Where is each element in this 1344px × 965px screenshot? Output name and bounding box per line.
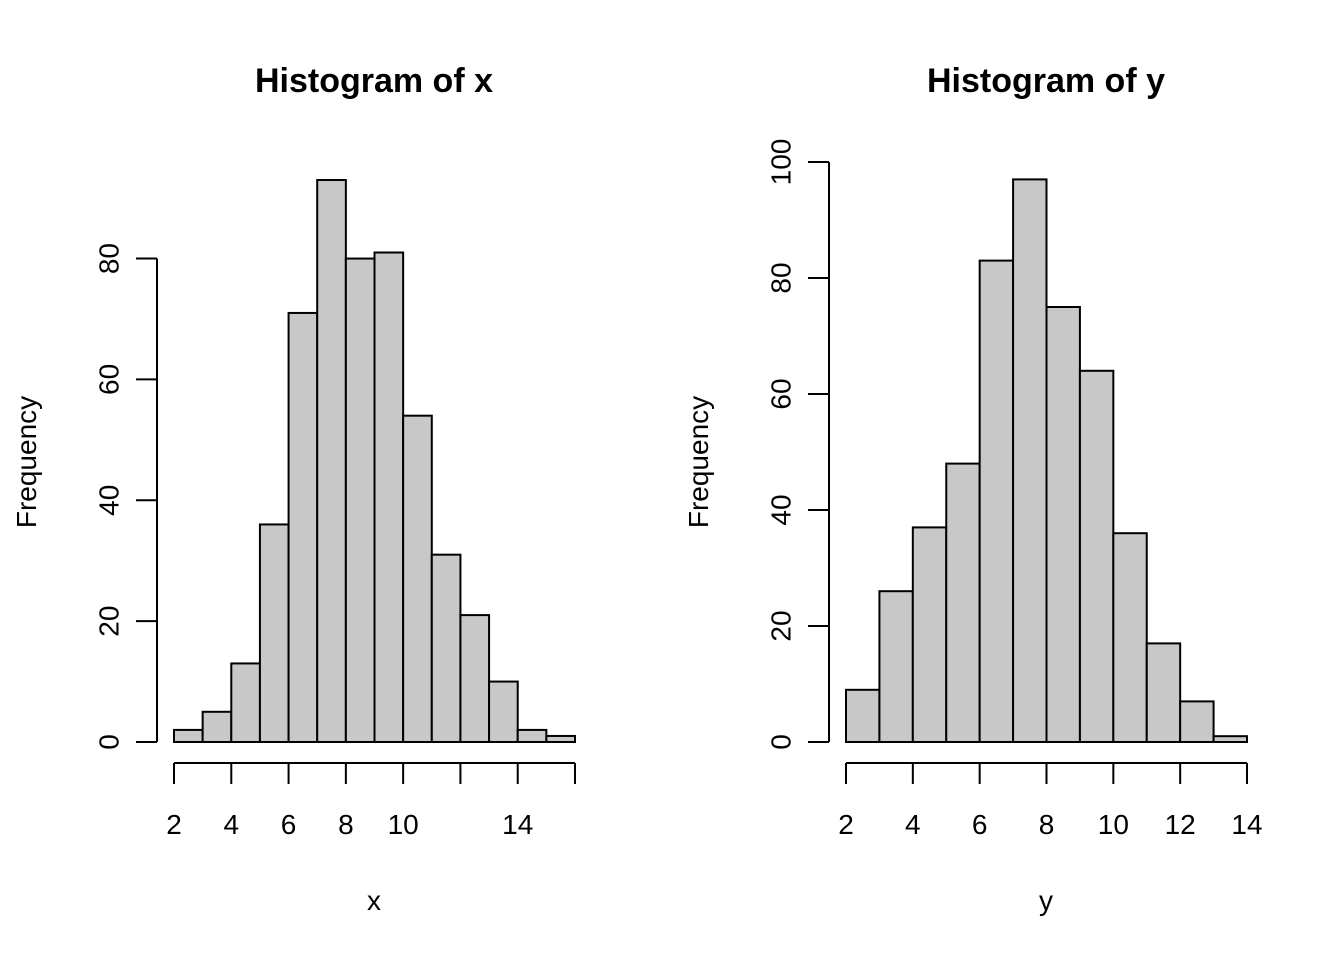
y-tick-label: 80 xyxy=(93,243,124,274)
y-tick-label: 60 xyxy=(765,378,796,409)
histogram-bar xyxy=(945,462,981,743)
histogram-bar xyxy=(1212,735,1249,744)
histogram-bar xyxy=(1112,532,1148,744)
histogram-bar xyxy=(373,251,405,743)
x-tick-label: 4 xyxy=(223,809,239,840)
y-tick-label: 60 xyxy=(93,364,124,395)
histogram-bar xyxy=(173,728,204,744)
x-tick-label: 10 xyxy=(1098,809,1129,840)
y-tick-label: 20 xyxy=(93,606,124,637)
y-axis: 0 20 40 60 80 100 xyxy=(765,139,830,750)
x-tick-label: 10 xyxy=(388,809,419,840)
x-tick-label: 2 xyxy=(838,809,854,840)
x-tick-label: 2 xyxy=(166,809,182,840)
histogram-bar xyxy=(1078,369,1115,743)
x-tick-label: 12 xyxy=(1165,809,1196,840)
x-tick-label: 14 xyxy=(502,809,533,840)
histogram-bar xyxy=(1012,178,1048,743)
histogram-bar xyxy=(402,414,433,743)
x-tick-label: 8 xyxy=(338,809,354,840)
x-tick-label: 4 xyxy=(905,809,921,840)
bar-group xyxy=(173,179,576,744)
chart-title: Histogram of x xyxy=(255,62,493,100)
histogram-bar xyxy=(488,680,519,743)
x-tick-label: 6 xyxy=(972,809,988,840)
x-axis: 2 4 6 8 10 14 xyxy=(166,762,576,840)
histogram-bar xyxy=(430,553,462,744)
y-tick-label: 0 xyxy=(765,734,796,750)
y-axis: 0 20 40 60 80 xyxy=(93,243,158,750)
histogram-bar xyxy=(459,614,491,744)
y-tick-label: 20 xyxy=(765,610,796,641)
y-tick-label: 0 xyxy=(93,734,124,750)
histogram-bar xyxy=(316,179,347,743)
histogram-bar xyxy=(516,728,548,744)
y-tick-label: 80 xyxy=(765,262,796,293)
histogram-bar xyxy=(258,523,290,743)
y-axis-title: Frequency xyxy=(683,396,714,528)
histogram-bar xyxy=(878,590,914,744)
x-tick-label: 8 xyxy=(1039,809,1055,840)
x-axis-title: x xyxy=(367,885,381,916)
y-tick-label: 40 xyxy=(765,494,796,525)
x-tick-label: 6 xyxy=(281,809,297,840)
histogram-x-panel: Histogram of x x Frequency 2 4 6 8 10 14 0 20 4… xyxy=(11,62,576,916)
histogram-y-panel: Histogram of y y Frequency 2 4 6 8 10 12 14 0 2… xyxy=(683,62,1263,916)
histogram-bar xyxy=(1045,306,1081,743)
y-tick-label: 100 xyxy=(765,139,796,186)
y-axis-title: Frequency xyxy=(11,396,42,528)
y-tick-label: 40 xyxy=(93,485,124,516)
x-axis: 2 4 6 8 10 12 14 xyxy=(838,762,1263,840)
histogram-bar xyxy=(911,526,948,744)
histogram-bar xyxy=(1145,642,1182,744)
x-tick-label: 14 xyxy=(1231,809,1262,840)
histogram-bar xyxy=(978,259,1015,743)
histogram-bar xyxy=(201,710,233,744)
chart-title: Histogram of y xyxy=(927,62,1165,100)
histogram-bar xyxy=(344,257,376,743)
histogram-bar xyxy=(287,311,319,743)
bar-group xyxy=(845,178,1249,744)
histogram-bar xyxy=(1179,700,1215,744)
x-axis-title: y xyxy=(1039,885,1053,916)
histogram-bar xyxy=(545,734,576,743)
histogram-bar xyxy=(845,688,881,743)
histogram-bar xyxy=(230,662,261,743)
